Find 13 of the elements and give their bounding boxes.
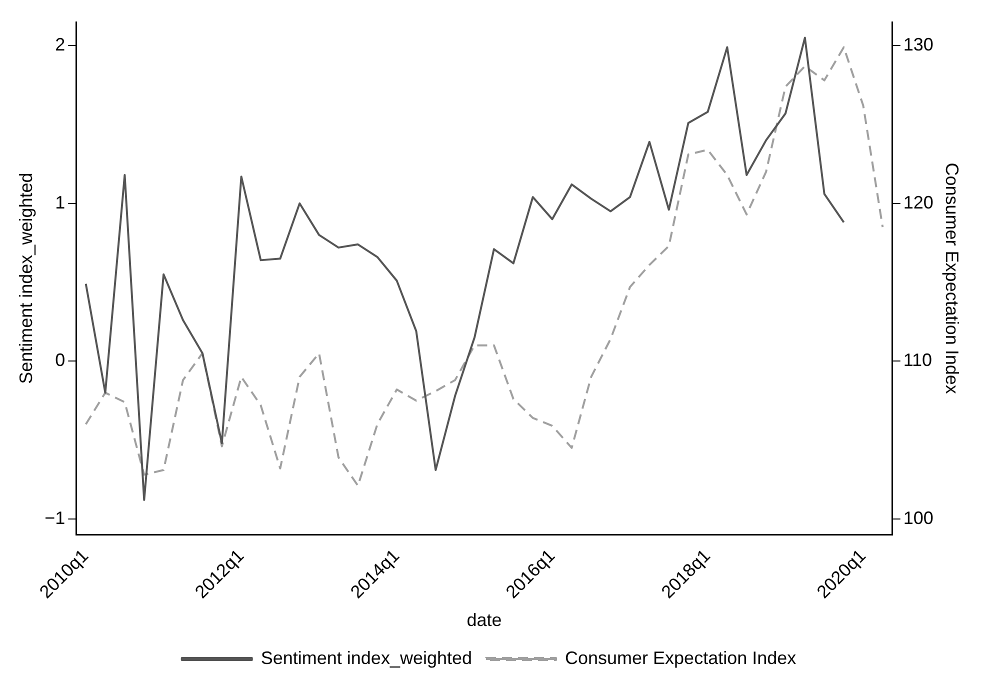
legend-label: Sentiment index_weighted [260,648,472,668]
y2-tick-label: 100 [903,508,934,528]
y2-tick-label: 120 [903,192,934,212]
legend-label: Consumer Expectation Index [565,648,796,668]
y-tick-label: 0 [55,350,66,370]
y2-axis-title: Consumer Expectation Index [942,162,962,394]
x-axis-title: date [466,610,502,630]
y-axis-title: Sentiment index_weighted [16,172,36,384]
y-tick-label: −1 [44,508,66,528]
y-tick-label: 1 [55,192,66,212]
y2-tick-label: 110 [903,350,932,370]
y-tick-label: 2 [55,34,66,55]
y2-tick-label: 130 [903,34,934,55]
